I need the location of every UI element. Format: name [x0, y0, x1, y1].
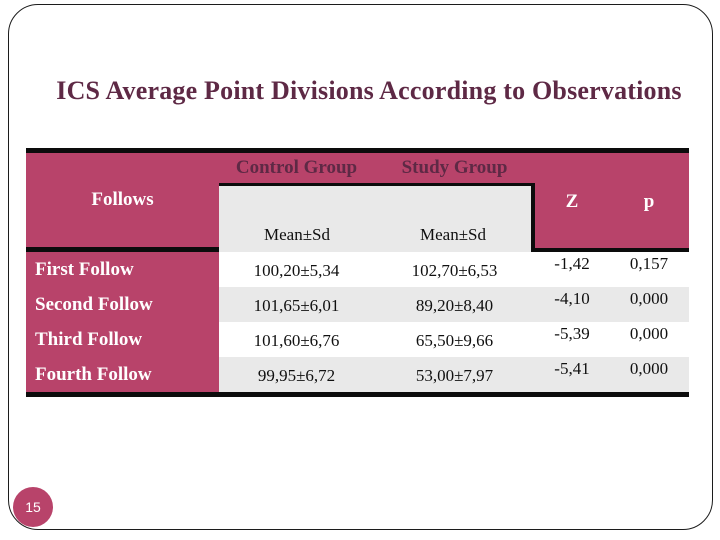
column-header-z: Z — [565, 191, 579, 212]
subheader-control-mean-sd: Mean±Sd — [264, 225, 330, 244]
control-mean-value: 99,95±6,72 — [219, 357, 374, 392]
results-table: Control Group Study Group Follows Z p Me… — [26, 148, 689, 397]
column-header-control-group: Control Group — [235, 157, 358, 178]
z-value: -5,39 — [535, 322, 609, 357]
study-mean-value: 89,20±8,40 — [374, 287, 535, 322]
study-mean-value: 102,70±6,53 — [374, 252, 535, 287]
table-bottom-border — [26, 392, 689, 397]
table-top-border — [26, 148, 689, 153]
row-label: Third Follow — [26, 322, 219, 357]
z-value: -5,41 — [535, 357, 609, 392]
control-mean-value: 100,20±5,34 — [219, 252, 374, 287]
table-row: Fourth Follow 99,95±6,72 53,00±7,97 -5,4… — [26, 357, 689, 392]
table-row: First Follow 100,20±5,34 102,70±6,53 -1,… — [26, 252, 689, 287]
header-separator-left — [26, 247, 219, 252]
slide-title: ICS Average Point Divisions According to… — [56, 76, 682, 105]
table-row: Third Follow 101,60±6,76 65,50±9,66 -5,3… — [26, 322, 689, 357]
column-header-study-group: Study Group — [401, 157, 508, 178]
table-body: First Follow 100,20±5,34 102,70±6,53 -1,… — [26, 252, 689, 392]
mean-sd-subheader-box: Mean±Sd Mean±Sd — [219, 183, 535, 252]
header-separator-right — [535, 248, 689, 253]
p-value: 0,157 — [609, 252, 689, 287]
row-label: First Follow — [26, 252, 219, 287]
z-value: -4,10 — [535, 287, 609, 322]
p-value: 0,000 — [609, 287, 689, 322]
study-mean-value: 53,00±7,97 — [374, 357, 535, 392]
p-value: 0,000 — [609, 322, 689, 357]
table-row: Second Follow 101,65±6,01 89,20±8,40 -4,… — [26, 287, 689, 322]
control-mean-value: 101,60±6,76 — [219, 322, 374, 357]
z-value: -1,42 — [535, 252, 609, 287]
row-label: Fourth Follow — [26, 357, 219, 392]
control-mean-value: 101,65±6,01 — [219, 287, 374, 322]
subheader-study-mean-sd: Mean±Sd — [420, 225, 486, 244]
study-mean-value: 65,50±9,66 — [374, 322, 535, 357]
row-label: Second Follow — [26, 287, 219, 322]
page-number-badge: 15 — [13, 487, 53, 527]
column-header-p: p — [643, 191, 655, 212]
page-number: 15 — [25, 499, 41, 515]
row-header-follows: Follows — [91, 189, 154, 210]
p-value: 0,000 — [609, 357, 689, 392]
slide-canvas: ICS Average Point Divisions According to… — [8, 4, 713, 530]
